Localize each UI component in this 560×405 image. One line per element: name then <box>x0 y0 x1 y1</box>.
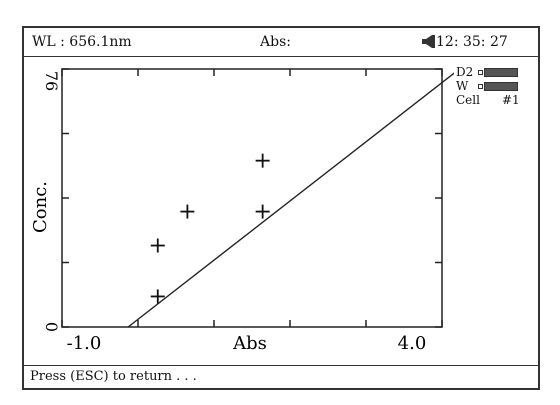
x-axis-label: Abs <box>232 333 267 354</box>
d2-lamp-icon <box>478 70 483 75</box>
y-tick-max: 76 <box>42 71 61 91</box>
data-point <box>150 289 165 304</box>
w-lamp-bar <box>484 82 518 91</box>
cell-row: Cell #1 <box>456 93 520 107</box>
x-tick-max: 4.0 <box>398 333 427 354</box>
speaker-icon <box>422 35 435 48</box>
footer-hint: Press (ESC) to return . . . <box>30 369 197 384</box>
x-tick-min: -1.0 <box>67 333 102 354</box>
cell-label: Cell <box>456 93 480 107</box>
data-point <box>180 204 195 219</box>
d2-label: D2 <box>456 65 474 79</box>
data-point <box>255 153 270 168</box>
w-lamp-icon <box>478 84 483 89</box>
calibration-chart: 76 0 Conc. -1.0 4.0 Abs <box>30 68 454 354</box>
w-label: W <box>456 79 469 93</box>
cell-number: #1 <box>502 93 520 107</box>
clock-readout: 12: 35: 27 <box>436 34 508 50</box>
y-tick-min: 0 <box>42 322 61 332</box>
calibration-line <box>127 72 454 328</box>
footer-bar: Press (ESC) to return . . . <box>24 365 538 388</box>
data-point <box>150 238 165 253</box>
absorbance-label: Abs: <box>260 34 291 50</box>
main-area: 76 0 Conc. -1.0 4.0 Abs D2 W Cell #1 <box>24 57 538 366</box>
w-lamp-row: W <box>456 79 518 93</box>
plot-frame <box>61 68 443 328</box>
y-axis-label: Conc. <box>30 181 51 233</box>
data-point <box>255 204 270 219</box>
side-panel: D2 W Cell #1 <box>456 65 520 107</box>
status-bar: WL : 656.1nm Abs: 12: 35: 27 <box>24 28 538 57</box>
d2-lamp-bar <box>484 68 518 77</box>
wavelength-readout: WL : 656.1nm <box>32 34 132 50</box>
d2-lamp-row: D2 <box>456 65 518 79</box>
instrument-screen: WL : 656.1nm Abs: 12: 35: 27 76 0 Conc. … <box>22 26 540 390</box>
